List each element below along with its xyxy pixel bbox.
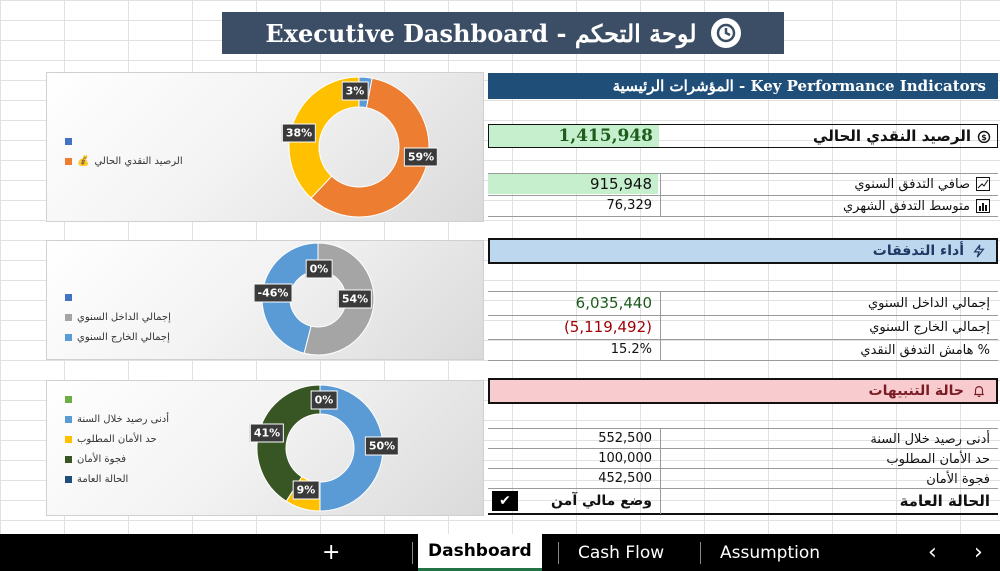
- alerts-row-safety-gap[interactable]: 452,500 فجوة الأمان: [488, 469, 998, 489]
- inflow-value: 6,035,440: [575, 294, 652, 312]
- chart-card-alerts[interactable]: أدنى رصيد خلال السنة حد الأمان المطلوب ف…: [46, 380, 484, 516]
- inflow-label: إجمالي الداخل السنوي: [867, 295, 990, 311]
- legend-item: حد الأمان المطلوب: [65, 429, 169, 449]
- flows-header: أداء التدفقات: [488, 238, 998, 264]
- check-icon: ✔: [492, 491, 518, 511]
- lightning-icon: [972, 244, 986, 258]
- kpi-row-monthly-avg[interactable]: 76,329 متوسط التدفق الشهري: [488, 196, 998, 216]
- outflow-value: (5,119,492): [563, 318, 652, 336]
- margin-value: 15.2%: [610, 342, 652, 357]
- annual-net-label: صافي التدفق السنوي: [854, 176, 970, 192]
- min-balance-label: أدنى رصيد خلال السنة: [870, 431, 990, 447]
- line-chart-icon: [976, 177, 990, 191]
- scroll-tabs-left-icon[interactable]: ‹: [928, 540, 937, 565]
- tab-cash-flow[interactable]: Cash Flow: [578, 542, 665, 563]
- legend-item: إجمالي الخارج السنوي: [65, 327, 171, 347]
- legend-item: [65, 131, 183, 151]
- status-label: الحالة العامة: [899, 492, 990, 510]
- data-label: 59%: [403, 147, 439, 167]
- legend-item: 💰 الرصيد النقدي الحالي: [65, 151, 183, 171]
- data-label: 9%: [292, 480, 320, 500]
- legend-item: فجوة الأمان: [65, 449, 169, 469]
- cash-balance-label: الرصيد النقدي الحالي: [813, 127, 971, 145]
- donut-segment: [256, 384, 321, 502]
- svg-text:$: $: [981, 133, 987, 142]
- tab-assumption[interactable]: Assumption: [720, 542, 821, 563]
- donut-segment: [319, 384, 384, 512]
- sheet-tab-bar: + Dashboard Cash Flow Assumption ‹ ›: [0, 534, 1000, 571]
- data-label: 38%: [281, 123, 317, 143]
- safety-gap-value: 452,500: [598, 471, 652, 486]
- data-label: 3%: [341, 81, 369, 101]
- donut-segment: [288, 76, 360, 199]
- dashboard-title-banner: Executive Dashboard - لوحة التحكم: [222, 12, 784, 54]
- tab-dashboard[interactable]: Dashboard: [418, 534, 542, 571]
- alerts-row-min-balance[interactable]: 552,500 أدنى رصيد خلال السنة: [488, 429, 998, 449]
- money-bag-icon: 💰: [77, 155, 90, 167]
- legend-item: [65, 389, 169, 409]
- data-label: 0%: [310, 390, 338, 410]
- logo-icon: [710, 18, 741, 48]
- data-label: 0%: [305, 259, 333, 279]
- data-label: -46%: [253, 283, 293, 303]
- min-balance-value: 552,500: [598, 431, 652, 446]
- bar-chart-icon: [976, 199, 990, 213]
- alerts-header: حالة التنبيهات: [488, 378, 998, 404]
- alerts-row-safety-limit[interactable]: 100,000 حد الأمان المطلوب: [488, 449, 998, 469]
- flows-row-margin[interactable]: 15.2% هامش التدفق النقدي %: [488, 340, 998, 360]
- safety-limit-value: 100,000: [598, 451, 652, 466]
- flows-row-outflow[interactable]: (5,119,492) إجمالي الخارج السنوي: [488, 316, 998, 338]
- outflow-label: إجمالي الخارج السنوي: [869, 319, 990, 335]
- money-bag-icon: $: [977, 129, 991, 143]
- kpi-row-annual-net[interactable]: 915,948 صافي التدفق السنوي: [488, 174, 998, 194]
- cash-balance-value: 1,415,948: [489, 125, 659, 147]
- chart1-legend: 💰 الرصيد النقدي الحالي: [65, 131, 183, 171]
- scroll-tabs-right-icon[interactable]: ›: [974, 540, 983, 565]
- dashboard-title: Executive Dashboard - لوحة التحكم: [265, 18, 697, 48]
- flows-row-inflow[interactable]: 6,035,440 إجمالي الداخل السنوي: [488, 292, 998, 314]
- kpi-header: المؤشرات الرئيسية - Key Performance Indi…: [488, 73, 998, 99]
- legend-item: أدنى رصيد خلال السنة: [65, 409, 169, 429]
- data-label: 54%: [337, 289, 373, 309]
- chart-card-cash[interactable]: 💰 الرصيد النقدي الحالي 3% 59% 38%: [46, 72, 484, 222]
- legend-item: [65, 287, 171, 307]
- donut-segment: [310, 77, 430, 218]
- alerts-row-status[interactable]: ✔ وضع مالي آمن الحالة العامة: [488, 489, 998, 513]
- data-label: 50%: [364, 436, 400, 456]
- chart3-legend: أدنى رصيد خلال السنة حد الأمان المطلوب ف…: [65, 389, 169, 489]
- kpi-row-cash-balance[interactable]: 1,415,948 الرصيد النقدي الحالي $: [488, 124, 998, 148]
- margin-label: هامش التدفق النقدي %: [860, 342, 990, 358]
- safety-gap-label: فجوة الأمان: [926, 471, 990, 487]
- chart2-legend: إجمالي الداخل السنوي إجمالي الخارج السنو…: [65, 287, 171, 347]
- chart-card-flows[interactable]: إجمالي الداخل السنوي إجمالي الخارج السنو…: [46, 240, 484, 360]
- bell-icon: [972, 384, 986, 398]
- legend-item: الحالة العامة: [65, 469, 169, 489]
- safety-limit-label: حد الأمان المطلوب: [886, 451, 990, 467]
- annual-net-value: 915,948: [488, 174, 658, 194]
- add-sheet-button[interactable]: +: [322, 540, 341, 565]
- monthly-avg-value: 76,329: [606, 198, 653, 213]
- legend-item: إجمالي الداخل السنوي: [65, 307, 171, 327]
- data-label: 41%: [249, 423, 285, 443]
- monthly-avg-label: متوسط التدفق الشهري: [843, 198, 970, 214]
- status-value: وضع مالي آمن: [551, 493, 652, 509]
